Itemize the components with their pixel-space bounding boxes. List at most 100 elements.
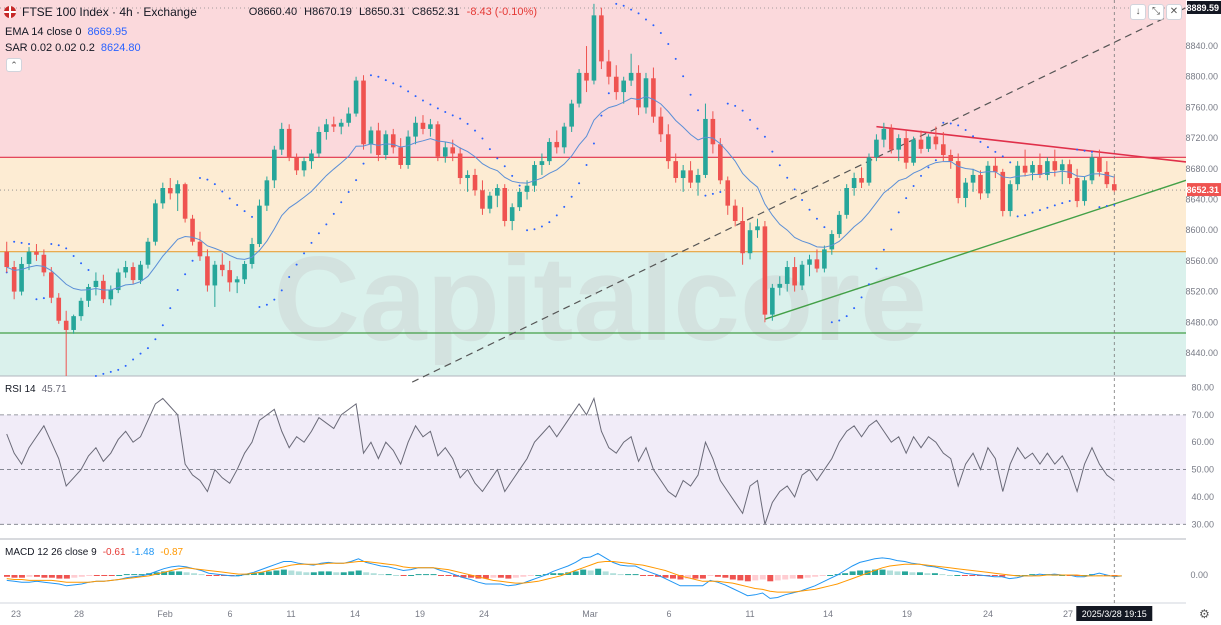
candle-body	[547, 141, 552, 162]
candle-body	[4, 251, 10, 268]
macd-hist-bar	[176, 571, 183, 575]
candle-body	[272, 149, 277, 181]
macd-hist-bar	[168, 571, 175, 575]
watermark: Capitalcore	[273, 232, 927, 366]
macd-hist-bar	[333, 572, 340, 575]
candle-body	[123, 267, 128, 273]
candle-body	[718, 144, 723, 181]
candle-body	[487, 195, 493, 209]
sar-dot	[548, 221, 551, 224]
sar-dot	[407, 90, 410, 93]
sar-dot	[429, 103, 432, 106]
candle-body	[1097, 157, 1102, 172]
sar-legend[interactable]: SAR 0.02 0.02 0.2 8624.80	[0, 42, 141, 54]
sar-dot	[258, 305, 261, 308]
candle-body	[264, 180, 270, 206]
macd-hist-bar	[460, 575, 467, 578]
candle-body	[747, 230, 753, 254]
collapse-legend-button[interactable]: ⌃	[6, 58, 22, 72]
candle-body	[740, 220, 745, 254]
candle-body	[703, 118, 708, 175]
close-pane-icon[interactable]: ✕	[1166, 4, 1182, 20]
sar-dot	[1016, 215, 1019, 218]
sar-dot	[578, 182, 581, 185]
sar-dot	[184, 273, 187, 276]
price-tick-label: 8720.00	[1185, 133, 1218, 143]
macd-hist-bar	[325, 571, 332, 575]
sar-dot	[436, 107, 439, 110]
candle-body	[56, 297, 62, 321]
macd-hist-bar	[595, 568, 602, 575]
macd-hist-bar	[782, 575, 789, 580]
sar-dot	[42, 297, 45, 300]
sar-dot	[652, 24, 655, 27]
macd-hist-bar	[946, 575, 953, 576]
sar-dot	[808, 208, 811, 211]
time-tick-label: Mar	[582, 609, 598, 619]
sar-dot	[206, 178, 209, 181]
sar-dot	[674, 57, 677, 60]
candle-body	[911, 139, 916, 163]
macd-hist-bar	[1029, 574, 1036, 576]
macd-hist-bar	[909, 572, 916, 575]
top-price-tag-label: 8889.59	[1186, 3, 1219, 13]
macd-hist-bar	[894, 571, 901, 575]
macd-hist-bar	[78, 575, 85, 577]
rsi-pane: 80.00 70.00 60.00 50.00 40.00 30.00	[0, 382, 1214, 529]
collapse-pane-icon[interactable]: ⤡	[1148, 4, 1164, 20]
macd-hist-bar	[93, 575, 100, 576]
sar-dot	[288, 276, 291, 279]
sar-dot	[139, 352, 142, 355]
rsi-legend[interactable]: RSI 14 45.71	[0, 384, 67, 395]
candlestick-series[interactable]	[4, 3, 1117, 376]
macd-legend[interactable]: MACD 12 26 close 9 -0.61 -1.48 -0.87	[0, 547, 183, 558]
ema-value: 8669.95	[87, 26, 128, 38]
rsi-tick-label: 50.00	[1191, 465, 1214, 475]
symbol-legend[interactable]: FTSE 100 Index · 4h · Exchange O8660.40 …	[0, 5, 541, 19]
time-tick-label: 14	[350, 609, 360, 619]
candle-body	[710, 118, 716, 145]
macd-hist-bar	[879, 569, 886, 575]
price-tick-label: 8560.00	[1185, 256, 1218, 266]
candle-body	[219, 264, 225, 271]
sar-dot	[392, 82, 395, 85]
settings-gear-icon[interactable]: ⚙	[1199, 607, 1210, 621]
macd-hist-bar	[692, 575, 699, 579]
time-axis[interactable]: 23 28 Feb 6 11 14 19 24 Mar 6 11 14 19 24 27 2025/3/28 …	[11, 606, 1153, 621]
candle-body	[814, 259, 820, 269]
down-arrow-icon[interactable]: ↓	[1130, 4, 1146, 20]
time-tick-label: 24	[983, 609, 993, 619]
sar-dot	[481, 137, 484, 140]
resistance-trend-line	[876, 125, 1187, 163]
candle-body	[495, 188, 500, 196]
sar-dot	[109, 370, 112, 373]
price-axis[interactable]: 8840.00 8800.00 8760.00 8720.00 8680.00 8640.…	[1185, 0, 1221, 605]
candle-body	[591, 15, 597, 81]
candle-body	[777, 283, 783, 288]
candle-body	[665, 134, 671, 162]
candle-body	[1052, 161, 1058, 171]
sar-value: 8624.80	[100, 42, 141, 54]
macd-hist-bar	[729, 575, 736, 580]
macd-hist-bar	[198, 574, 205, 576]
sar-dot	[332, 212, 335, 215]
macd-hist-bar	[71, 575, 78, 578]
sar-dot	[176, 288, 179, 291]
sar-dot	[280, 289, 283, 292]
price-tick-label: 8800.00	[1185, 72, 1218, 82]
candle-body	[851, 178, 857, 188]
sar-dot	[124, 364, 127, 367]
sar-dot	[644, 18, 647, 21]
macd-hist-bar	[752, 575, 759, 581]
macd-hist-bar	[303, 572, 310, 575]
sar-dot	[1053, 204, 1056, 207]
macd-hist-bar	[939, 574, 946, 576]
symbol-title[interactable]: FTSE 100 Index · 4h · Exchange	[22, 5, 197, 19]
candle-body	[182, 184, 188, 219]
candle-body	[175, 184, 180, 194]
sar-dot	[934, 159, 937, 162]
candle-body	[822, 249, 827, 269]
macd-hist-bar	[916, 572, 923, 575]
candle-body	[1022, 165, 1028, 173]
ema-legend[interactable]: EMA 14 close 0 8669.95	[0, 26, 127, 38]
